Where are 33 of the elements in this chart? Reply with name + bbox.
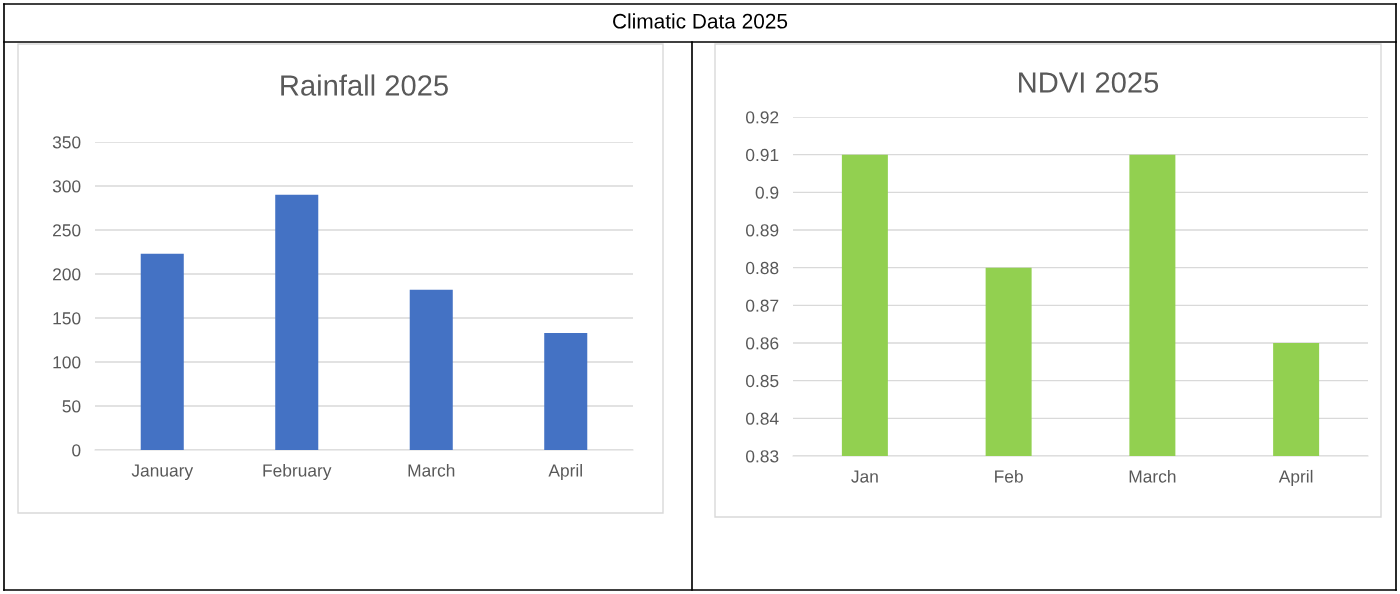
y-tick-label: 0.85 [746, 374, 779, 388]
y-tick-label: 50 [62, 400, 81, 413]
bar [409, 289, 453, 450]
y-tick-label: 0.84 [746, 412, 779, 425]
x-tick-label: January [131, 464, 194, 481]
bar [275, 194, 319, 450]
x-tick-label: April [548, 463, 582, 481]
y-tick-label: 0.91 [746, 148, 779, 162]
y-tick-label: 0.86 [746, 337, 779, 350]
y-tick-label: 0.87 [746, 299, 779, 312]
bar [140, 253, 184, 450]
x-tick-label: April [1278, 469, 1313, 487]
y-tick-label: 0.92 [746, 111, 779, 124]
x-tick-label: March [1129, 469, 1176, 483]
y-tick-label: 0 [72, 444, 81, 457]
y-tick-label: 200 [53, 268, 81, 281]
chart-title: NDVI 2025 [1019, 72, 1159, 93]
y-tick-label: 0.88 [746, 261, 779, 275]
y-tick-label: 0.89 [746, 224, 779, 237]
y-tick-label: 350 [52, 136, 81, 149]
y-tick-label: 150 [53, 312, 81, 325]
bar [544, 332, 588, 450]
x-tick-label: Feb [995, 469, 1023, 483]
y-tick-label: 300 [52, 180, 81, 193]
text: Climatic Data 2025 [613, 13, 788, 29]
chart-title: Rainfall 2025 [281, 74, 448, 96]
x-tick-label: February [263, 463, 332, 481]
x-tick-label: March [408, 463, 455, 477]
y-tick-label: 100 [53, 356, 81, 369]
y-tick-label: 250 [53, 224, 81, 237]
x-tick-label: Jan [851, 470, 878, 483]
y-tick-label: 0.9 [755, 186, 779, 199]
y-tick-label: 0.83 [746, 450, 779, 463]
